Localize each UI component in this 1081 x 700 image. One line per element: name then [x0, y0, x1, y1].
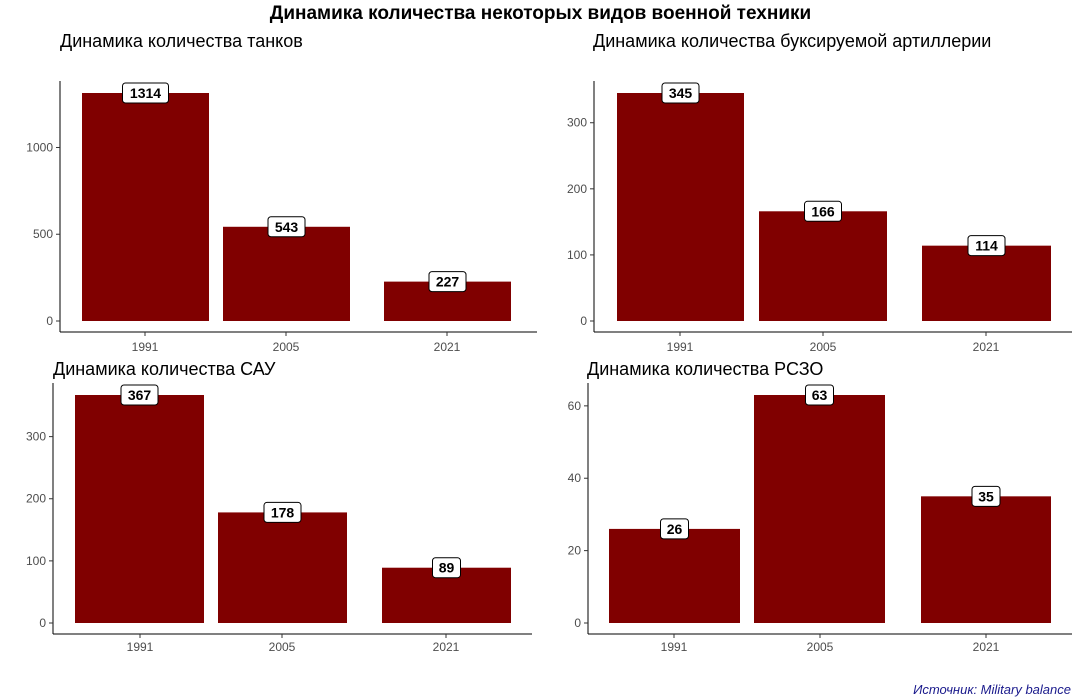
data-label: 543 [275, 219, 299, 235]
data-label-box [804, 200, 842, 222]
data-label: 367 [128, 387, 152, 403]
data-label: 63 [812, 387, 828, 403]
panel-title: Динамика количества РСЗО [587, 359, 823, 379]
panel-title: Динамика количества САУ [53, 359, 276, 379]
data-label: 345 [669, 85, 693, 101]
data-label: 89 [439, 560, 455, 576]
y-tick-label: 200 [26, 492, 46, 506]
bar-2005 [223, 226, 350, 321]
data-label: 1314 [130, 85, 161, 101]
y-tick-label: 200 [567, 182, 587, 196]
bar-2021 [922, 245, 1051, 321]
data-label-box [267, 216, 306, 238]
main-title: Динамика количества некоторых видов воен… [269, 3, 812, 24]
data-label: 26 [667, 521, 683, 537]
x-tick-label: 1991 [667, 340, 694, 354]
panel-title: Динамика количества буксируемой артиллер… [593, 31, 991, 51]
x-tick-label: 1991 [132, 340, 159, 354]
source-caption: Источник: Military balance [913, 682, 1071, 697]
y-tick-label: 20 [568, 544, 582, 558]
data-label-box [660, 518, 689, 540]
data-label: 35 [978, 488, 994, 504]
data-label-box [432, 557, 461, 579]
y-tick-label: 500 [33, 227, 53, 241]
y-tick-label: 40 [568, 471, 582, 485]
y-tick-label: 1000 [26, 140, 53, 154]
panel-title: Динамика количества танков [60, 31, 303, 51]
data-label: 166 [811, 203, 835, 219]
data-label: 227 [436, 274, 460, 290]
bar-1991 [617, 93, 744, 321]
y-tick-label: 100 [26, 554, 46, 568]
bar-1991 [75, 395, 204, 623]
data-label-box [120, 384, 159, 406]
x-tick-label: 1991 [127, 640, 154, 654]
data-label-box [971, 485, 1001, 507]
chart-towed-artillery: Динамика количества буксируемой артиллер… [567, 31, 1072, 354]
bar-2005 [754, 395, 885, 623]
bar-1991 [82, 93, 209, 321]
x-tick-label: 2021 [434, 340, 461, 354]
data-label-box [263, 501, 302, 523]
x-tick-label: 2021 [433, 640, 460, 654]
x-tick-label: 2005 [810, 340, 837, 354]
bar-2005 [218, 512, 347, 623]
bar-1991 [609, 528, 740, 623]
chart-tanks: Динамика количества танков 0 500 1000 1991 13… [26, 31, 537, 354]
x-tick-label: 2005 [273, 340, 300, 354]
data-label-box [967, 235, 1006, 257]
x-tick-label: 2021 [973, 640, 1000, 654]
y-tick-label: 0 [39, 616, 46, 630]
y-tick-label: 100 [567, 248, 587, 262]
data-label-box [122, 82, 169, 104]
bar-2021 [921, 496, 1051, 623]
x-tick-label: 2005 [807, 640, 834, 654]
data-label-box [805, 384, 834, 406]
x-tick-label: 2005 [269, 640, 296, 654]
y-tick-label: 60 [568, 399, 582, 413]
y-tick-label: 0 [574, 616, 581, 630]
chart-mlrs: Динамика количества РСЗО 0 20 40 60 1991 26 200… [568, 359, 1072, 654]
x-tick-label: 2021 [973, 340, 1000, 354]
y-tick-label: 300 [26, 430, 46, 444]
y-tick-label: 300 [567, 116, 587, 130]
data-label-box [428, 271, 467, 293]
x-tick-label: 1991 [661, 640, 688, 654]
data-label: 178 [271, 504, 295, 520]
data-label: 114 [975, 238, 998, 254]
chart-self-propelled-artillery: Динамика количества САУ 0 100 200 300 1991 367… [26, 359, 532, 654]
data-label-box [661, 82, 700, 104]
y-tick-label: 0 [46, 314, 53, 328]
y-tick-label: 0 [580, 314, 587, 328]
bar-2005 [759, 211, 887, 321]
